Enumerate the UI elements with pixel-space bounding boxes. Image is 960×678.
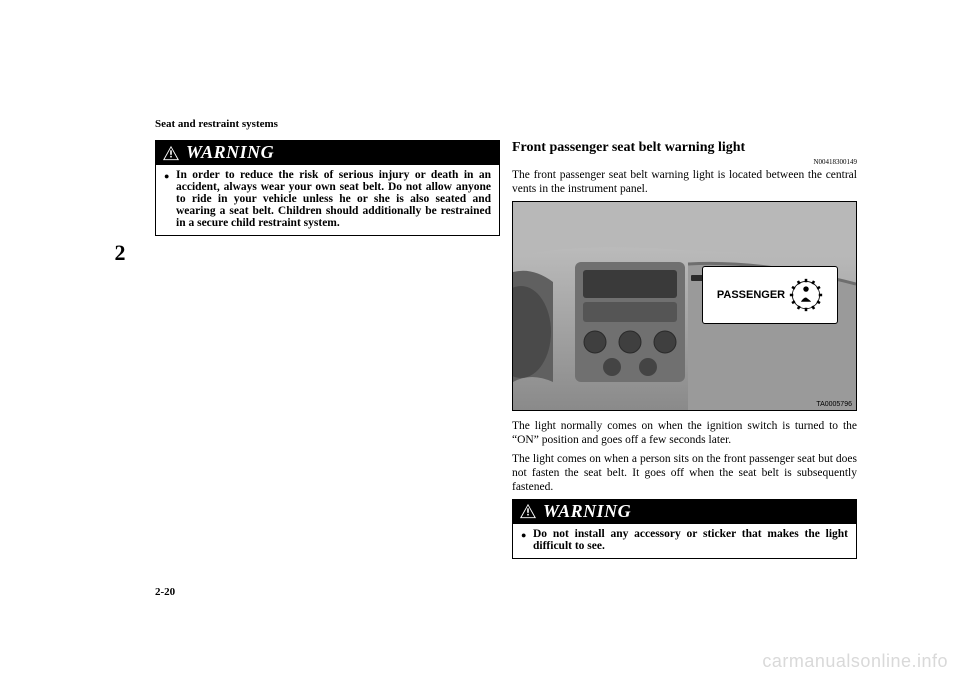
warning-header-2: WARNING bbox=[513, 500, 856, 524]
warning-box: WARNING In order to reduce the risk of s… bbox=[155, 140, 500, 236]
intro-paragraph: The front passenger seat belt warning li… bbox=[512, 168, 857, 197]
warning-item: In order to reduce the risk of serious i… bbox=[164, 169, 491, 229]
running-header: Seat and restraint systems bbox=[155, 118, 278, 130]
warning-triangle-icon bbox=[162, 145, 180, 161]
reference-code: N00418300149 bbox=[512, 158, 857, 166]
body-text: The light normally comes on when the ign… bbox=[512, 419, 857, 495]
warning-header: WARNING bbox=[156, 141, 499, 165]
seatbelt-icon bbox=[789, 278, 823, 312]
warning-box-2: WARNING Do not install any accessory or … bbox=[512, 499, 857, 559]
warning-body-2: Do not install any accessory or sticker … bbox=[513, 524, 856, 558]
page: Seat and restraint systems 2 WARNING In … bbox=[0, 0, 960, 678]
intro-text: The front passenger seat belt warning li… bbox=[512, 168, 857, 197]
watermark: carmanualsonline.info bbox=[762, 651, 948, 672]
callout-label: PASSENGER bbox=[717, 289, 785, 301]
section-tab: 2 bbox=[100, 240, 140, 266]
warning-triangle-icon bbox=[519, 503, 537, 519]
page-number: 2-20 bbox=[155, 586, 175, 598]
figure-code: TA0005796 bbox=[816, 401, 852, 408]
figure: PASSENGER bbox=[512, 201, 857, 411]
seatbelt-badge bbox=[789, 278, 823, 312]
left-column: WARNING In order to reduce the risk of s… bbox=[155, 140, 500, 244]
warning-body: In order to reduce the risk of serious i… bbox=[156, 165, 499, 235]
right-column: Front passenger seat belt warning light … bbox=[512, 140, 857, 567]
paragraph-2: The light normally comes on when the ign… bbox=[512, 419, 857, 448]
warning-item-2: Do not install any accessory or sticker … bbox=[521, 528, 848, 552]
warning-heading-text: WARNING bbox=[186, 142, 274, 163]
indicator-callout: PASSENGER bbox=[702, 266, 838, 324]
section-title: Front passenger seat belt warning light bbox=[512, 140, 857, 156]
paragraph-3: The light comes on when a person sits on… bbox=[512, 452, 857, 495]
section-number: 2 bbox=[100, 240, 140, 266]
warning-heading-text-2: WARNING bbox=[543, 501, 631, 522]
